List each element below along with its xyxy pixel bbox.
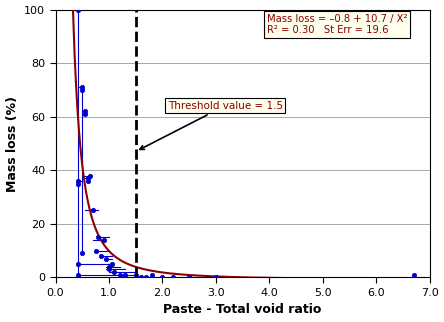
Point xyxy=(159,275,166,280)
Point xyxy=(100,237,107,242)
Y-axis label: Mass loss (%): Mass loss (%) xyxy=(6,96,19,192)
Point xyxy=(75,178,82,184)
Point xyxy=(79,251,86,256)
Point xyxy=(95,235,102,240)
Point xyxy=(103,256,110,261)
Point xyxy=(84,178,91,184)
Point xyxy=(122,272,129,277)
Text: Mass loss = –0.8 + 10.7 / X²
R² = 0.30   St Err = 19.6: Mass loss = –0.8 + 10.7 / X² R² = 0.30 S… xyxy=(267,14,407,35)
Point xyxy=(75,181,82,186)
Point xyxy=(105,264,112,269)
Point xyxy=(410,272,417,277)
Point xyxy=(92,248,99,253)
Point xyxy=(79,87,86,92)
Point xyxy=(79,85,86,90)
Point xyxy=(116,272,123,277)
Point xyxy=(132,272,139,277)
Point xyxy=(186,275,193,280)
Point xyxy=(75,272,82,277)
Point xyxy=(108,261,115,267)
Point xyxy=(75,7,82,12)
Text: Threshold value = 1.5: Threshold value = 1.5 xyxy=(140,101,283,149)
Point xyxy=(170,275,177,280)
Point xyxy=(81,111,88,117)
Point xyxy=(89,208,96,213)
Point xyxy=(138,275,145,280)
Point xyxy=(84,176,91,181)
Point xyxy=(111,270,118,275)
Point xyxy=(212,275,219,280)
X-axis label: Paste - Total void ratio: Paste - Total void ratio xyxy=(163,303,322,317)
Point xyxy=(105,267,112,272)
Point xyxy=(97,253,104,259)
Point xyxy=(143,275,150,280)
Point xyxy=(148,272,155,277)
Point xyxy=(87,173,94,178)
Point xyxy=(81,109,88,114)
Point xyxy=(75,261,82,267)
